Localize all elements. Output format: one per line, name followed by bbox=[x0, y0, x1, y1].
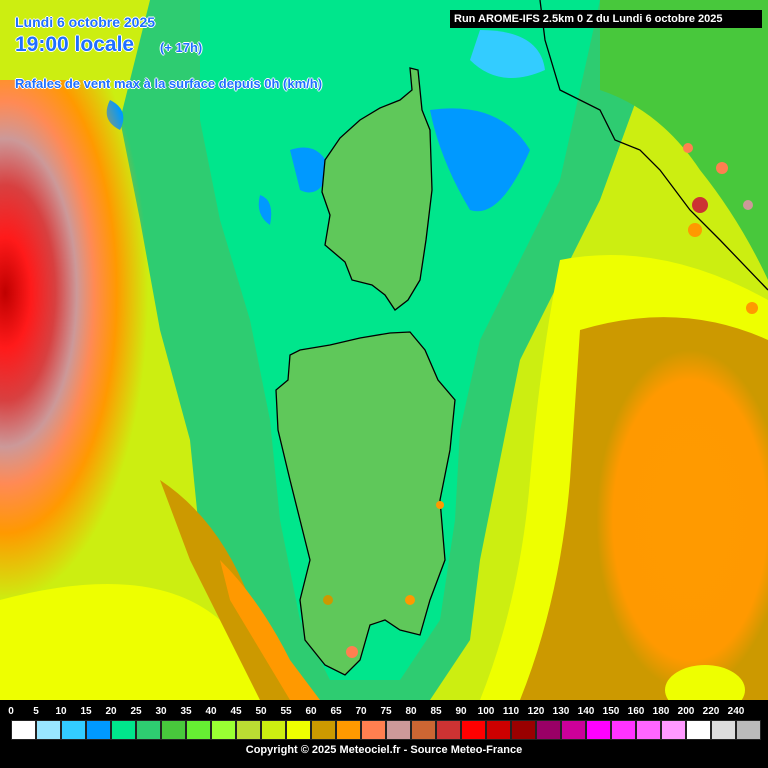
scale-label: 55 bbox=[280, 706, 292, 717]
calm-zone bbox=[290, 147, 330, 193]
scale-label: 80 bbox=[405, 706, 417, 717]
scale-swatch bbox=[586, 720, 611, 740]
scale-swatch bbox=[136, 720, 161, 740]
scale-swatches bbox=[11, 720, 761, 740]
copyright-notice: Copyright © 2025 Meteociel.fr - Source M… bbox=[245, 744, 523, 756]
scale-label: 65 bbox=[330, 706, 342, 717]
scale-label: 220 bbox=[702, 706, 720, 717]
scale-label: 70 bbox=[355, 706, 367, 717]
scale-swatch bbox=[711, 720, 736, 740]
gust-hotspot bbox=[716, 162, 728, 174]
scale-label: 90 bbox=[455, 706, 467, 717]
forecast-time: 19:00 locale bbox=[15, 33, 135, 56]
italy-land bbox=[600, 0, 768, 280]
scale-swatch bbox=[261, 720, 286, 740]
forecast-lead: (+ 17h) bbox=[160, 40, 203, 55]
scale-label: 50 bbox=[255, 706, 267, 717]
scale-swatch bbox=[336, 720, 361, 740]
scale-swatch bbox=[536, 720, 561, 740]
gust-hotspot bbox=[323, 595, 333, 605]
scale-label: 30 bbox=[155, 706, 167, 717]
scale-label: 60 bbox=[305, 706, 317, 717]
scale-swatch bbox=[436, 720, 461, 740]
scale-label: 15 bbox=[80, 706, 92, 717]
scale-label: 160 bbox=[627, 706, 645, 717]
scale-swatch bbox=[111, 720, 136, 740]
scale-swatch bbox=[611, 720, 636, 740]
scale-label: 0 bbox=[8, 706, 14, 717]
scale-swatch bbox=[186, 720, 211, 740]
scale-label: 20 bbox=[105, 706, 117, 717]
scale-swatch bbox=[86, 720, 111, 740]
scale-label: 130 bbox=[552, 706, 570, 717]
scale-label: 140 bbox=[577, 706, 595, 717]
scale-label: 110 bbox=[502, 706, 520, 717]
scale-swatch bbox=[561, 720, 586, 740]
gust-hotspot bbox=[743, 200, 753, 210]
orange-band bbox=[0, 584, 260, 700]
calm-zone bbox=[430, 108, 530, 212]
scale-swatch bbox=[736, 720, 761, 740]
calm-zone bbox=[258, 195, 272, 225]
gust-hotspot bbox=[688, 223, 702, 237]
scale-label: 40 bbox=[205, 706, 217, 717]
gust-hotspot bbox=[683, 143, 693, 153]
parameter-title: Rafales de vent max à la surface depuis … bbox=[15, 76, 323, 91]
scale-swatch bbox=[636, 720, 661, 740]
scale-label: 240 bbox=[727, 706, 745, 717]
gust-hotspot bbox=[346, 646, 358, 658]
gust-hotspot bbox=[405, 595, 415, 605]
gust-hotspot bbox=[692, 197, 708, 213]
orange-band bbox=[220, 560, 320, 700]
scale-label: 85 bbox=[430, 706, 442, 717]
scale-label: 200 bbox=[677, 706, 695, 717]
scale-label: 35 bbox=[180, 706, 192, 717]
scale-label: 180 bbox=[652, 706, 670, 717]
gust-hotspot bbox=[436, 501, 444, 509]
scale-swatch bbox=[661, 720, 686, 740]
scale-label: 45 bbox=[230, 706, 242, 717]
corsica-land bbox=[321, 67, 433, 311]
scale-swatch bbox=[361, 720, 386, 740]
scale-swatch bbox=[36, 720, 61, 740]
scale-swatch bbox=[11, 720, 36, 740]
scale-swatch bbox=[511, 720, 536, 740]
scale-swatch bbox=[461, 720, 486, 740]
sardinia-land bbox=[275, 331, 456, 676]
scale-swatch bbox=[486, 720, 511, 740]
scale-swatch bbox=[686, 720, 711, 740]
gust-hotspot bbox=[746, 302, 758, 314]
scale-swatch bbox=[61, 720, 86, 740]
scale-swatch bbox=[286, 720, 311, 740]
scale-swatch bbox=[236, 720, 261, 740]
scale-swatch bbox=[311, 720, 336, 740]
scale-swatch bbox=[211, 720, 236, 740]
orange-blob bbox=[580, 320, 768, 720]
scale-label: 75 bbox=[380, 706, 392, 717]
scale-swatch bbox=[386, 720, 411, 740]
scale-label: 150 bbox=[602, 706, 620, 717]
scale-label: 5 bbox=[33, 706, 39, 717]
forecast-date: Lundi 6 octobre 2025 bbox=[15, 14, 156, 30]
calm-zone bbox=[470, 30, 545, 78]
scale-label: 25 bbox=[130, 706, 142, 717]
run-info-banner: Run AROME-IFS 2.5km 0 Z du Lundi 6 octob… bbox=[450, 10, 762, 28]
scale-label: 10 bbox=[55, 706, 67, 717]
scale-swatch bbox=[161, 720, 186, 740]
scale-label: 100 bbox=[477, 706, 495, 717]
scale-label: 120 bbox=[527, 706, 545, 717]
italy-coastline bbox=[539, 0, 768, 291]
color-scale-legend: 0 5 10 15 20 25 30 35 40 45 50 55 60 65 70 75 80 85 90 100 1… bbox=[0, 700, 768, 768]
scale-swatch bbox=[411, 720, 436, 740]
scale-labels: 0 5 10 15 20 25 30 35 40 45 50 55 60 65 70 75 80 85 90 100 1… bbox=[0, 706, 768, 718]
